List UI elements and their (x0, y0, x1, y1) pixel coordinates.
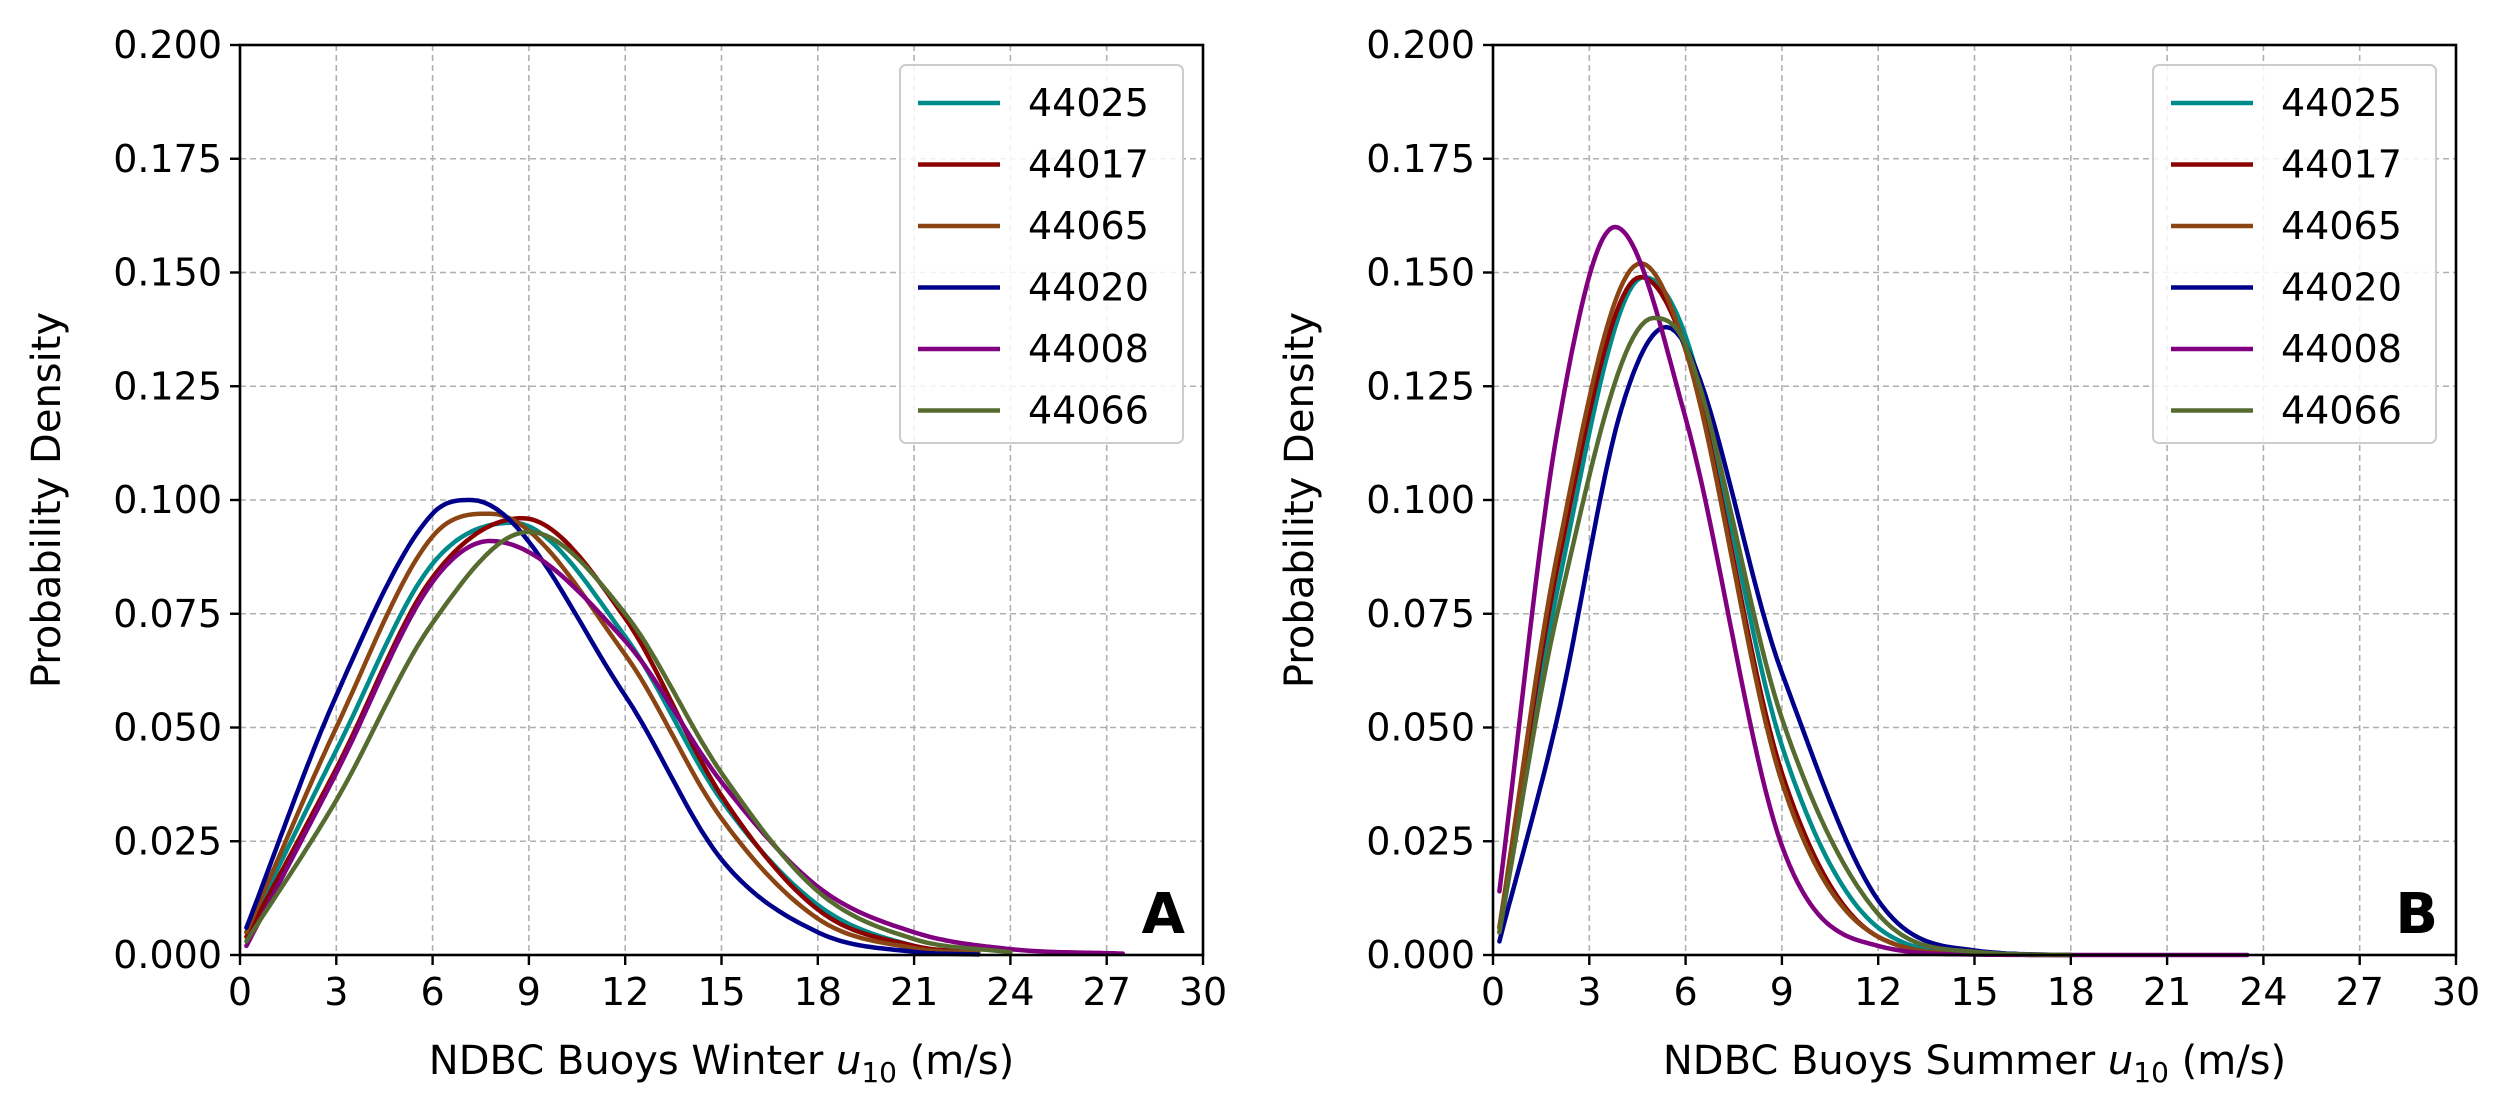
x-axis-label-sub: 10 (2133, 1056, 2169, 1089)
y-tick-label: 0.175 (1366, 137, 1475, 181)
x-tick-label: 15 (1950, 970, 1998, 1014)
x-axis-label-prefix: NDBC Buoys Summer (1663, 1038, 2108, 1084)
legend-label-44066: 44066 (1028, 389, 1149, 433)
x-tick-label: 27 (2336, 970, 2384, 1014)
series-line-44066 (244, 529, 1013, 955)
series-line-44065 (244, 511, 981, 956)
x-tick-label: 3 (324, 970, 348, 1014)
y-axis-label: Probability Density (1277, 312, 1323, 688)
y-tick-label: 0.050 (1366, 706, 1475, 750)
y-tick-label: 0.025 (113, 819, 222, 863)
legend-label-44025: 44025 (2281, 81, 2402, 125)
x-tick-label: 0 (228, 970, 252, 1014)
x-tick-label: 15 (697, 970, 745, 1014)
legend-label-44025: 44025 (1028, 81, 1149, 125)
series-line-44020 (244, 497, 981, 957)
y-tick-label: 0.025 (1366, 819, 1475, 863)
legend: 44025 44017 44065 44020 44008 44066 (899, 64, 1184, 444)
x-tick-label: 18 (2047, 970, 2095, 1014)
panel-letter: B (2395, 882, 2438, 947)
x-axis-label-var: u (2108, 1038, 2133, 1084)
legend-label-44066: 44066 (2281, 389, 2402, 433)
y-axis-label: Probability Density (24, 312, 70, 688)
x-tick-label: 24 (2239, 970, 2287, 1014)
x-axis-label-suffix: (m/s) (897, 1038, 1014, 1084)
y-tick-label: 0.125 (113, 364, 222, 408)
chart-panel-b: 0 3 6 9 12 15 18 21 24 27 300.0000.0250.0500.0750.… (1277, 23, 2480, 1089)
legend-label-44008: 44008 (1028, 327, 1149, 371)
y-tick-label: 0.200 (113, 23, 222, 67)
x-tick-label: 3 (1577, 970, 1601, 1014)
y-tick-label: 0.075 (1366, 592, 1475, 636)
x-axis-label-sub: 10 (861, 1056, 897, 1089)
x-axis: 0 3 6 9 12 15 18 21 24 27 30 (1481, 955, 2480, 1014)
x-axis-label-var: u (836, 1038, 861, 1084)
panel-letter: A (1142, 882, 1186, 947)
x-tick-label: 27 (1083, 970, 1131, 1014)
y-axis: 0.000 0.025 0.050 0.075 0.100 0.125 0.150 0.175… (1366, 23, 1493, 977)
legend-label-44020: 44020 (2281, 266, 2402, 310)
x-axis: 0 3 6 9 12 15 18 21 24 27 30 (228, 955, 1227, 1014)
series-lines (1497, 224, 2250, 958)
y-tick-label: 0.100 (113, 478, 222, 522)
y-tick-label: 0.000 (1366, 933, 1475, 977)
legend-label-44065: 44065 (1028, 204, 1149, 248)
legend: 44025 44017 44065 44020 44008 44066 (2152, 64, 2437, 444)
legend-label-44008: 44008 (2281, 327, 2402, 371)
y-tick-label: 0.050 (113, 706, 222, 750)
legend-label-44065: 44065 (2281, 204, 2402, 248)
series-lines (244, 497, 1126, 957)
y-axis: 0.000 0.025 0.050 0.075 0.100 0.125 0.150 0.175… (113, 23, 240, 977)
x-tick-label: 30 (2432, 970, 2480, 1014)
x-tick-label: 24 (986, 970, 1034, 1014)
y-tick-label: 0.075 (113, 592, 222, 636)
y-tick-label: 0.150 (113, 251, 222, 295)
x-tick-label: 30 (1179, 970, 1227, 1014)
x-tick-label: 21 (890, 970, 938, 1014)
x-tick-label: 21 (2143, 970, 2191, 1014)
y-tick-label: 0.175 (113, 137, 222, 181)
x-tick-label: 18 (794, 970, 842, 1014)
x-tick-label: 6 (421, 970, 445, 1014)
x-axis-label-prefix: NDBC Buoys Winter (429, 1038, 836, 1084)
y-tick-label: 0.125 (1366, 364, 1475, 408)
y-tick-label: 0.000 (113, 933, 222, 977)
x-tick-label: 0 (1481, 970, 1505, 1014)
x-tick-label: 9 (517, 970, 541, 1014)
x-tick-label: 12 (1854, 970, 1902, 1014)
y-tick-label: 0.200 (1366, 23, 1475, 67)
x-axis-label-suffix: (m/s) (2169, 1038, 2286, 1084)
x-tick-label: 6 (1674, 970, 1698, 1014)
legend-label-44020: 44020 (1028, 266, 1149, 310)
x-axis-label: NDBC Buoys Summer u10 (m/s) (1663, 1038, 2286, 1089)
series-line-44008 (244, 538, 1126, 956)
chart-panel-a: 0 3 6 9 12 15 18 21 24 27 300.0000.0250.0500.0750.… (24, 23, 1227, 1089)
x-tick-label: 12 (601, 970, 649, 1014)
legend-label-44017: 44017 (2281, 143, 2402, 187)
x-tick-label: 9 (1770, 970, 1794, 1014)
x-axis-label: NDBC Buoys Winter u10 (m/s) (429, 1038, 1014, 1089)
legend-label-44017: 44017 (1028, 143, 1149, 187)
y-tick-label: 0.150 (1366, 251, 1475, 295)
series-line-44066 (1497, 315, 2074, 958)
y-tick-label: 0.100 (1366, 478, 1475, 522)
series-line-44025 (244, 520, 981, 955)
